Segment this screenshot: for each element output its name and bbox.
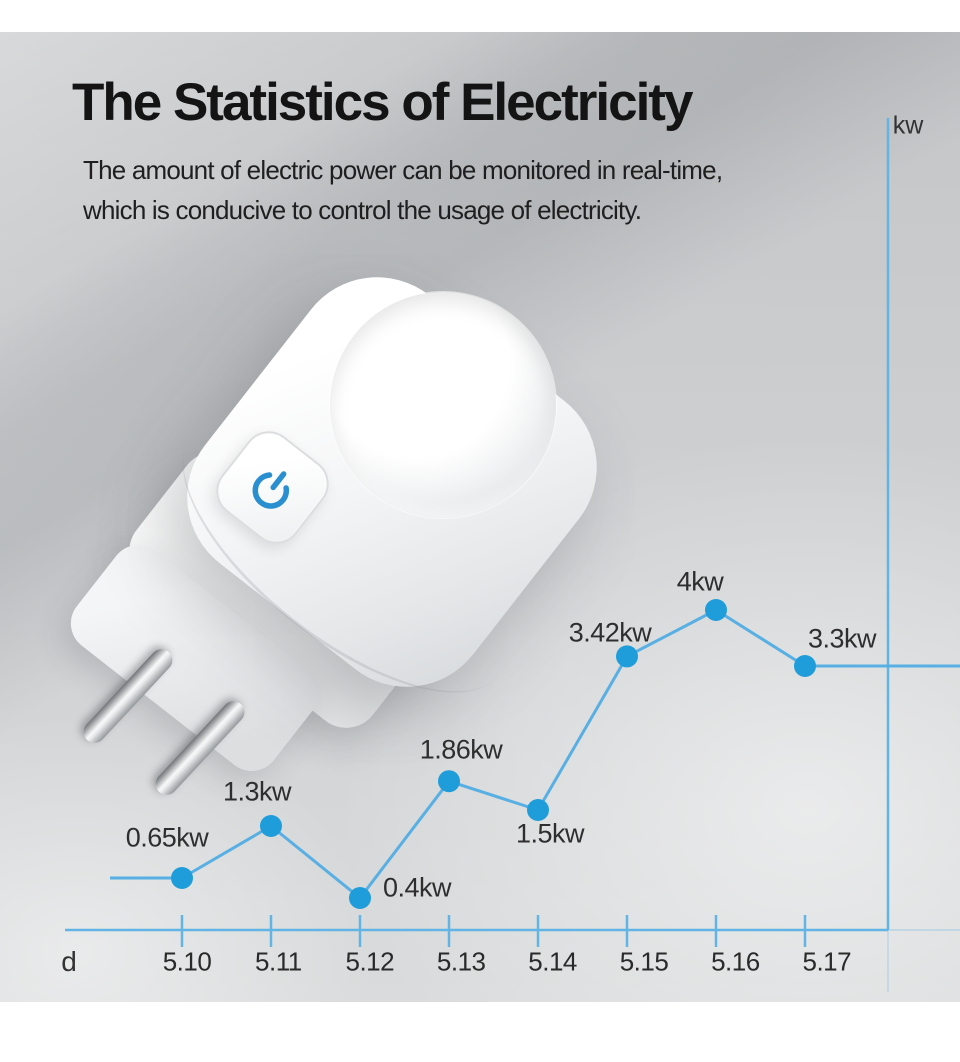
chart-dot	[705, 599, 727, 621]
subtitle-line-1: The amount of electric power can be moni…	[83, 155, 723, 185]
chart-dot	[438, 770, 460, 793]
chart-dot	[349, 887, 371, 909]
page-subtitle: The amount of electric power can be moni…	[83, 150, 723, 230]
y-axis-unit-label: kw	[892, 111, 924, 140]
chart-dot	[260, 815, 282, 837]
chart-dot	[171, 867, 193, 889]
plug-socket-face	[330, 292, 556, 518]
chart-dot	[527, 799, 549, 821]
subtitle-line-2: which is conducive to control the usage …	[83, 195, 642, 225]
chart-dot	[616, 645, 638, 668]
page-title: The Statistics of Electricity	[72, 73, 693, 132]
power-icon	[252, 470, 289, 509]
x-axis-unit-label: d	[61, 946, 77, 977]
power-button[interactable]	[205, 420, 340, 555]
chart-line	[110, 608, 960, 900]
chart-dot	[794, 655, 816, 677]
